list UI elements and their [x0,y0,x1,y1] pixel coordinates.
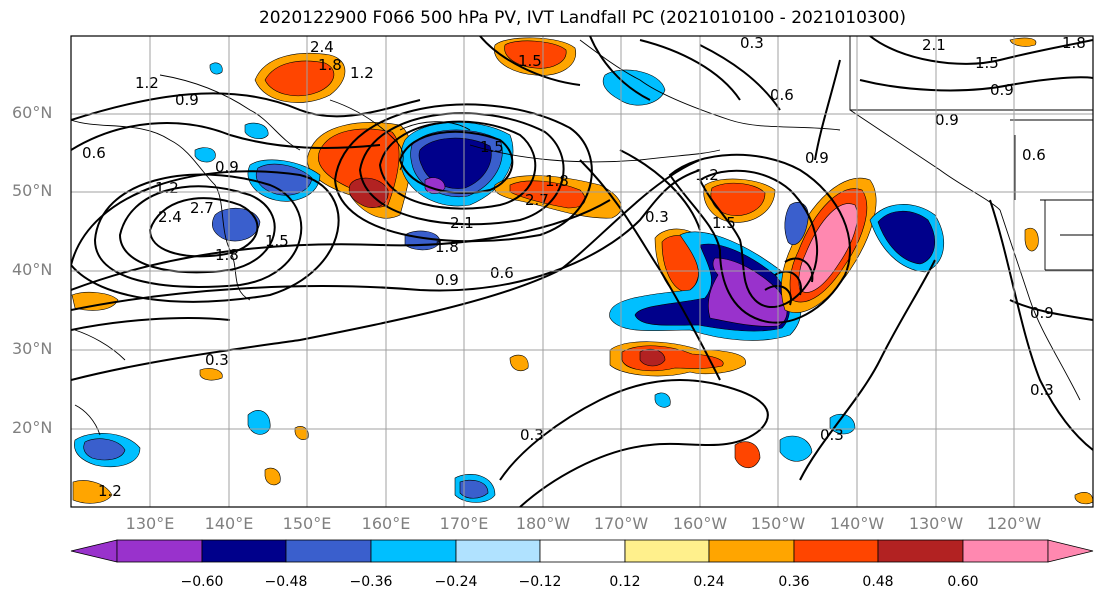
map-title: 2020122900 F066 500 hPa PV, IVT Landfall… [258,8,906,28]
colorbar-segment [455,539,541,563]
colorbar-segment [708,539,795,563]
lon-label: 150°E [282,514,332,533]
contour-label: 1.2 [155,179,179,197]
colorbar-segment [285,539,372,563]
contour-label: 1.8 [435,238,459,256]
lon-label: 130°W [908,514,964,533]
colorbar-segment [539,539,626,563]
lon-label: 170°W [593,514,649,533]
lon-label: 150°W [750,514,806,533]
contour-label: 2.1 [450,214,474,232]
contour-label: 2.4 [310,38,334,56]
contour-label: 1.8 [1062,34,1086,52]
contour-label: 1.2 [350,64,374,82]
contour-label: 0.9 [805,149,829,167]
colorbar-tick-label: 0.60 [947,574,979,590]
colorbar-tick-label: 0.24 [693,574,725,590]
colorbar-extend-min [70,539,118,563]
contour-label: 1.8 [545,172,569,190]
contour-label: 1.5 [975,54,999,72]
colorbar-tick-label: 0.12 [609,574,641,590]
contour-label: 0.9 [990,81,1014,99]
colorbar-segment [201,539,287,563]
contour-label: 1.5 [518,52,542,70]
contour-label: 1.2 [135,74,159,92]
colorbar-segment [116,539,203,563]
contour-label: 1.5 [712,214,736,232]
colorbar-segment [370,539,457,563]
contour-label: 0.3 [645,208,669,226]
contour-label: 0.9 [1030,304,1054,322]
contour-label: 1.5 [265,232,289,250]
map-frame [70,35,1094,508]
contour-label: 2.1 [922,36,946,54]
colorbar-segment [624,539,710,563]
contour-label: 0.9 [935,111,959,129]
colorbar-tick-label: −0.60 [180,574,224,590]
lat-label: 40°N [12,260,53,279]
gridlines [71,36,1093,507]
pv-contours [71,36,1093,507]
colorbar-segment [793,539,879,563]
contour-label: 1.8 [215,246,239,264]
colorbar-extend-max [1047,539,1094,563]
lon-label: 140°E [204,514,254,533]
contour-label: 0.3 [820,426,844,444]
colorbar-tick-label: −0.24 [434,574,478,590]
colorbar-segment [877,539,964,563]
contour-label: 1.2 [695,166,719,184]
contour-label: 1.2 [98,482,122,500]
map-panel: 2.4 1.8 1.5 1.2 1.2 0.9 0.6 0.9 2.4 2.7 … [71,34,1093,507]
contour-label: 1.8 [318,56,342,74]
contour-label: 0.6 [490,264,514,282]
contour-label: 0.3 [205,351,229,369]
lon-label: 160°E [361,514,411,533]
lat-label: 60°N [12,103,53,122]
contour-label: 0.3 [520,426,544,444]
contour-label: 0.3 [740,34,764,52]
contour-label: 2.7 [525,191,549,209]
lon-label: 180°W [515,514,571,533]
colorbar-segment [962,539,1049,563]
colorbar-tick-label: 0.36 [778,574,810,590]
lon-label: 140°W [829,514,885,533]
lon-label: 120°W [986,514,1042,533]
lat-label: 50°N [12,181,53,200]
colorbar-tick-label: −0.48 [264,574,308,590]
contour-label: 0.9 [435,271,459,289]
lon-label: 160°W [672,514,728,533]
contour-label: 0.6 [82,144,106,162]
contour-label: 0.6 [770,86,794,104]
colorbar-tick-label: 0.48 [862,574,894,590]
contour-label: 0.3 [1030,381,1054,399]
contour-label: 1.5 [480,138,504,156]
lat-label: 30°N [12,339,53,358]
lon-label: 170°E [439,514,489,533]
contour-label: 0.9 [215,158,239,176]
colorbar [70,539,1094,563]
contour-label: 2.4 [158,208,182,226]
lat-label: 20°N [12,418,53,437]
contour-label: 0.9 [175,91,199,109]
colorbar-tick-label: −0.12 [518,574,562,590]
contour-label: 0.6 [1022,146,1046,164]
lon-label: 130°E [125,514,175,533]
colorbar-tick-label: −0.36 [349,574,393,590]
contour-label: 2.7 [190,199,214,217]
